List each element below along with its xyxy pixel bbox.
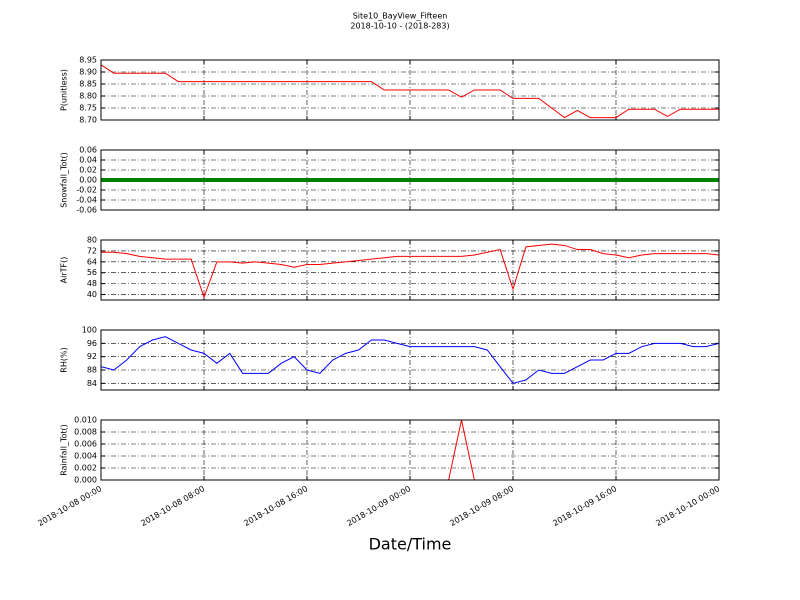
y-axis-label: Snowfall_Tot() xyxy=(60,152,69,208)
x-tick-label: 2018-10-09 00:00 xyxy=(345,484,412,528)
y-tick-label: 0.002 xyxy=(74,464,97,473)
y-tick-label: 80 xyxy=(87,236,97,245)
y-tick-label: 8.95 xyxy=(79,56,97,65)
y-tick-label: 48 xyxy=(87,279,97,288)
x-tick-label: 2018-10-08 16:00 xyxy=(242,484,309,528)
y-tick-label: -0.04 xyxy=(76,196,97,205)
y-tick-label: 64 xyxy=(87,257,97,266)
plot-frame xyxy=(100,59,720,121)
chart-subtitle: 2018-10-10 - (2018-283) xyxy=(350,22,449,31)
y-tick-label: 8.80 xyxy=(79,92,97,101)
y-tick-label: 0.006 xyxy=(74,440,97,449)
y-axis-label: RH(%) xyxy=(60,347,69,372)
y-tick-label: 92 xyxy=(87,352,97,361)
x-tick-label: 2018-10-09 08:00 xyxy=(448,484,515,528)
x-tick-label: 2018-10-09 16:00 xyxy=(551,484,618,528)
y-tick-label: 0.04 xyxy=(79,156,97,165)
plot-frame xyxy=(100,239,720,301)
plot-frame xyxy=(100,149,720,211)
y-tick-label: -0.06 xyxy=(76,206,97,215)
y-tick-label: 0.000 xyxy=(74,476,97,485)
y-tick-label: -0.02 xyxy=(76,186,97,195)
data-line xyxy=(100,64,719,119)
x-tick-label: 2018-10-10 00:00 xyxy=(654,484,721,528)
y-tick-label: 0.06 xyxy=(79,146,97,155)
y-tick-label: 100 xyxy=(82,326,97,335)
y-tick-label: 8.75 xyxy=(79,104,97,113)
y-tick-label: 96 xyxy=(87,339,97,348)
y-axis-label: AirTF() xyxy=(60,257,69,284)
chart-title: Site10_BayView_Fifteen xyxy=(353,12,448,21)
y-tick-label: 8.85 xyxy=(79,80,97,89)
x-axis-label: Date/Time xyxy=(369,535,452,554)
data-line xyxy=(101,243,720,299)
plot-frame xyxy=(100,419,720,481)
y-tick-label: 84 xyxy=(87,379,97,388)
y-axis-label: P(unitless) xyxy=(60,69,69,111)
y-tick-label: 0.02 xyxy=(79,166,97,175)
plot-frame xyxy=(100,329,720,391)
y-tick-label: 0.004 xyxy=(74,452,97,461)
x-tick-label: 2018-10-08 00:00 xyxy=(36,484,103,528)
y-tick-label: 40 xyxy=(87,290,97,299)
y-axis-label: Rainfall_Tot() xyxy=(60,424,69,476)
x-tick-label: 2018-10-08 08:00 xyxy=(139,484,206,528)
data-line xyxy=(100,336,720,384)
y-tick-label: 0.010 xyxy=(74,416,97,425)
y-tick-label: 0.008 xyxy=(74,428,97,437)
y-tick-label: 56 xyxy=(87,268,97,277)
y-tick-label: 72 xyxy=(87,246,97,255)
y-tick-label: 8.70 xyxy=(79,116,97,125)
y-tick-label: 88 xyxy=(87,366,97,375)
y-tick-label: 8.90 xyxy=(79,68,97,77)
y-tick-label: 0.00 xyxy=(79,176,97,185)
